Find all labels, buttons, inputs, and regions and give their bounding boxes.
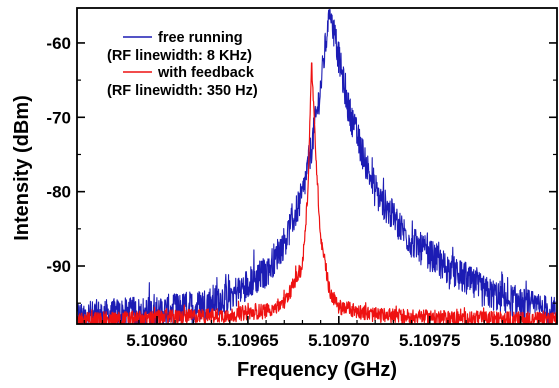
series-line-free-running bbox=[77, 8, 557, 324]
legend-label: with feedback bbox=[157, 65, 255, 81]
plot-traces bbox=[77, 8, 557, 324]
x-tick-label: 5.10980 bbox=[490, 331, 551, 350]
legend-annotation: (RF linewidth: 350 Hz) bbox=[107, 83, 258, 99]
y-tick-label: -90 bbox=[46, 257, 71, 276]
x-tick-label: 5.10975 bbox=[399, 331, 460, 350]
y-axis-title: Intensity (dBm) bbox=[11, 95, 33, 241]
y-tick-label: -80 bbox=[46, 183, 71, 202]
y-tick-label: -70 bbox=[46, 108, 71, 127]
x-tick-label: 5.10960 bbox=[126, 331, 187, 350]
axis-ticks: 5.10960 5.10965 5.10970 5.10975 5.10980 -60 -7… bbox=[46, 34, 558, 350]
plot-frame bbox=[76, 7, 558, 325]
x-tick-label: 5.10965 bbox=[217, 331, 278, 350]
series-line-with-feedback bbox=[77, 62, 557, 324]
legend: free running (RF linewidth: 8 KHz)with fe… bbox=[107, 30, 258, 99]
legend-annotation: (RF linewidth: 8 KHz) bbox=[107, 48, 252, 64]
x-tick-label: 5.10970 bbox=[308, 331, 369, 350]
legend-label: free running bbox=[158, 30, 243, 46]
y-tick-label: -60 bbox=[46, 34, 71, 53]
x-axis-title: Frequency (GHz) bbox=[237, 359, 397, 381]
